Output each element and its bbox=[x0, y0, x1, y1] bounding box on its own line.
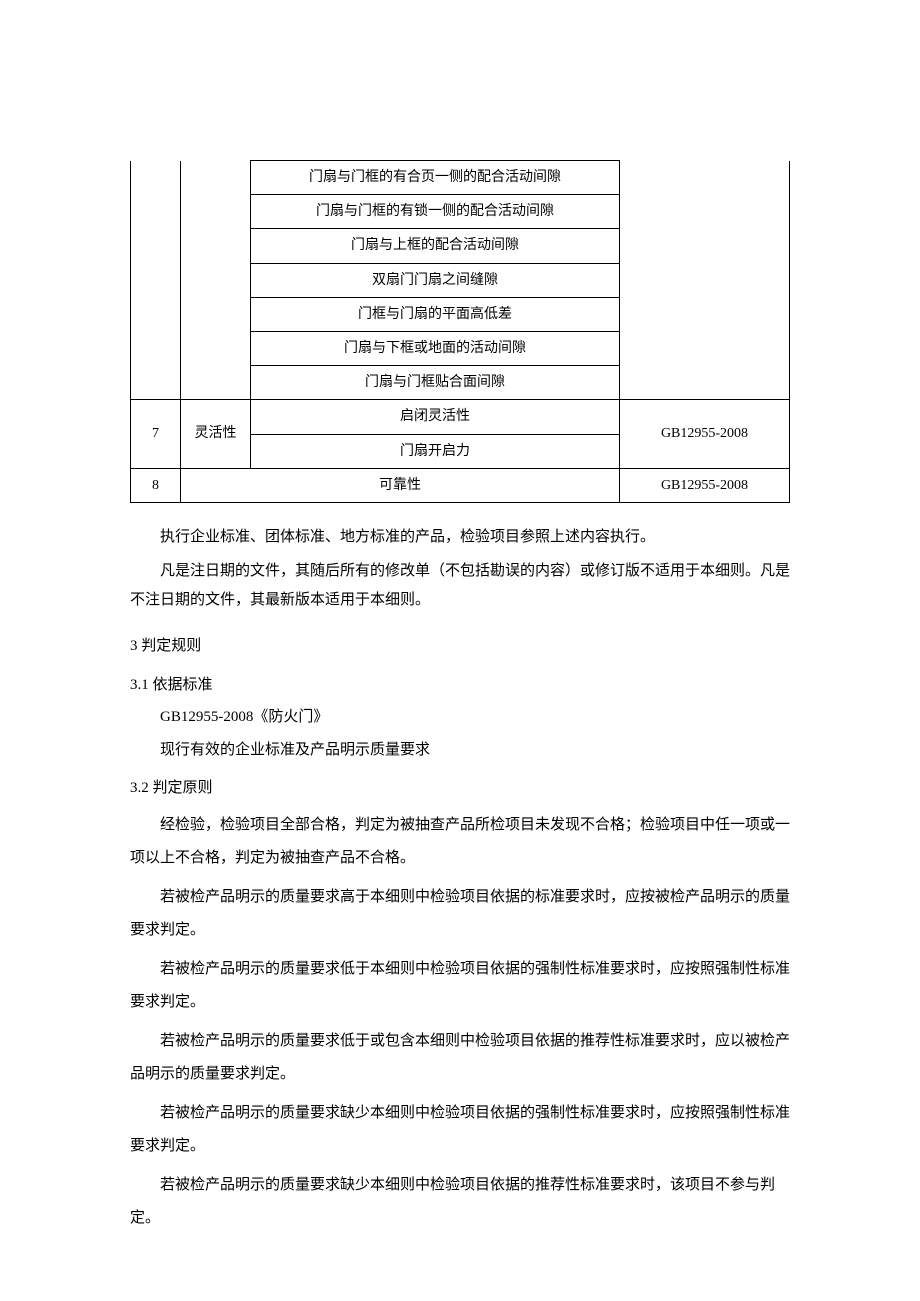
table-cell bbox=[181, 331, 251, 365]
table-cell: 7 bbox=[131, 400, 181, 468]
table-cell bbox=[620, 331, 790, 365]
table-cell bbox=[620, 263, 790, 297]
table-cell: 8 bbox=[131, 468, 181, 502]
table-cell bbox=[620, 229, 790, 263]
table-cell bbox=[131, 161, 181, 195]
table-cell bbox=[131, 297, 181, 331]
table-cell bbox=[181, 366, 251, 400]
subsection-heading: 3.1 依据标准 bbox=[130, 671, 790, 700]
table-cell: 门扇与门框的有锁一侧的配合活动间隙 bbox=[251, 195, 620, 229]
section-heading: 3 判定规则 bbox=[130, 632, 790, 661]
table-cell bbox=[131, 229, 181, 263]
table-cell: 启闭灵活性 bbox=[251, 400, 620, 434]
paragraph: 经检验，检验项目全部合格，判定为被抽查产品所检项目未发现不合格；检验项目中任一项… bbox=[130, 809, 790, 875]
paragraph: 若被检产品明示的质量要求缺少本细则中检验项目依据的强制性标准要求时，应按照强制性… bbox=[130, 1097, 790, 1163]
table-cell: 双扇门门扇之间缝隙 bbox=[251, 263, 620, 297]
paragraph: 若被检产品明示的质量要求高于本细则中检验项目依据的标准要求时，应按被检产品明示的… bbox=[130, 881, 790, 947]
table-cell: 门扇开启力 bbox=[251, 434, 620, 468]
table-cell bbox=[620, 297, 790, 331]
table-cell bbox=[181, 195, 251, 229]
table-cell bbox=[131, 366, 181, 400]
table-cell bbox=[181, 229, 251, 263]
table-cell bbox=[620, 366, 790, 400]
table-cell bbox=[620, 161, 790, 195]
table-cell: GB12955-2008 bbox=[620, 400, 790, 468]
table-cell bbox=[131, 263, 181, 297]
table-cell bbox=[181, 161, 251, 195]
table-cell: 门扇与门框贴合面间隙 bbox=[251, 366, 620, 400]
subsection-heading: 3.2 判定原则 bbox=[130, 774, 790, 803]
paragraph: 执行企业标准、团体标准、地方标准的产品，检验项目参照上述内容执行。 bbox=[130, 523, 790, 552]
table-cell bbox=[181, 297, 251, 331]
table-cell: 门扇与上框的配合活动间隙 bbox=[251, 229, 620, 263]
table-cell bbox=[131, 195, 181, 229]
table-cell bbox=[620, 195, 790, 229]
paragraph: 若被检产品明示的质量要求低于或包含本细则中检验项目依据的推荐性标准要求时，应以被… bbox=[130, 1025, 790, 1091]
paragraph: 若被检产品明示的质量要求低于本细则中检验项目依据的强制性标准要求时，应按照强制性… bbox=[130, 953, 790, 1019]
table-cell: 灵活性 bbox=[181, 400, 251, 468]
table-cell: 门扇与下框或地面的活动间隙 bbox=[251, 331, 620, 365]
table-cell: 门扇与门框的有合页一侧的配合活动间隙 bbox=[251, 161, 620, 195]
table-cell: 可靠性 bbox=[181, 468, 620, 502]
paragraph: 凡是注日期的文件，其随后所有的修改单（不包括勘误的内容）或修订版不适用于本细则。… bbox=[130, 557, 790, 614]
table-cell bbox=[131, 331, 181, 365]
table-cell bbox=[181, 263, 251, 297]
table-cell: 门框与门扇的平面高低差 bbox=[251, 297, 620, 331]
spec-table: 门扇与门框的有合页一侧的配合活动间隙 门扇与门框的有锁一侧的配合活动间隙 门扇与… bbox=[130, 160, 790, 503]
table-cell: GB12955-2008 bbox=[620, 468, 790, 502]
paragraph: 现行有效的企业标准及产品明示质量要求 bbox=[130, 736, 790, 765]
paragraph: GB12955-2008《防火门》 bbox=[130, 703, 790, 732]
paragraph: 若被检产品明示的质量要求缺少本细则中检验项目依据的推荐性标准要求时，该项目不参与… bbox=[130, 1169, 790, 1235]
